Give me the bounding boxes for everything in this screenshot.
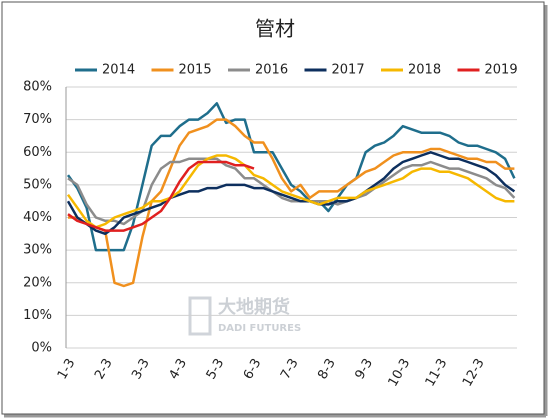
chart-title: 管材 [255, 17, 295, 41]
watermark-subtitle: DADI FUTURES [218, 323, 301, 334]
y-tick-label: 30% [23, 243, 52, 258]
y-tick-label: 60% [23, 145, 52, 160]
legend-label: 2019 [485, 63, 518, 78]
y-tick-label: 10% [23, 308, 52, 323]
series-line [66, 154, 515, 229]
y-tick-label: 20% [23, 275, 52, 290]
y-tick-label: 80% [23, 80, 52, 95]
legend-label: 2017 [332, 63, 365, 78]
y-tick-label: 0% [31, 341, 52, 356]
legend-label: 2015 [179, 63, 212, 78]
legend-label: 2018 [408, 63, 441, 78]
series-line [67, 160, 255, 232]
legend-label: 2014 [102, 63, 135, 78]
watermark-name: 大地期货 [218, 296, 290, 318]
series-line [68, 118, 515, 288]
y-tick-label: 50% [23, 177, 52, 192]
series-line [66, 102, 516, 252]
legend-label: 2016 [255, 63, 288, 78]
watermark-logo [188, 296, 212, 336]
series-line [66, 151, 516, 236]
y-tick-label: 70% [23, 112, 52, 127]
y-tick-label: 40% [23, 210, 52, 225]
